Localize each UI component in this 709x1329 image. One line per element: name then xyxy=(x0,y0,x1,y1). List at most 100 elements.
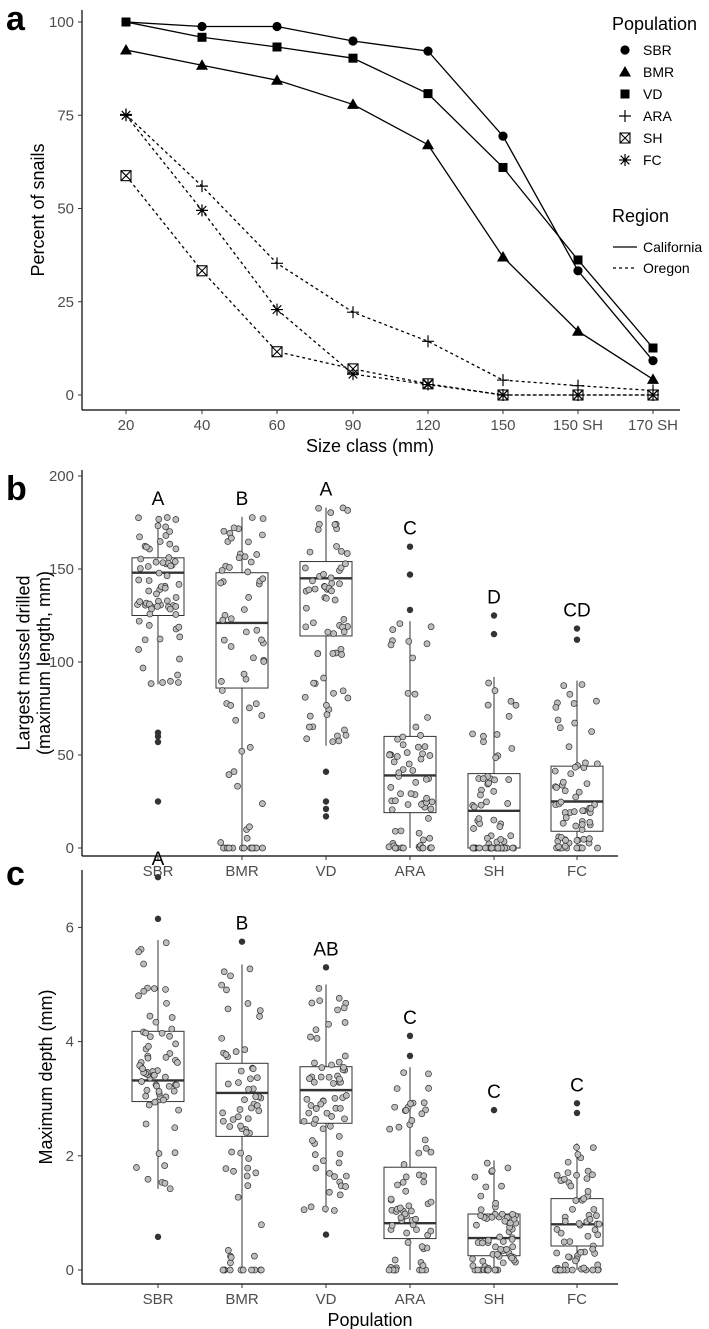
b-jitter-point xyxy=(565,743,573,751)
b-jitter-point xyxy=(217,579,225,587)
b-jitter-point xyxy=(227,615,235,623)
c-jitter-point xyxy=(427,1198,435,1206)
c-jitter-point xyxy=(239,1266,247,1274)
c-jitter-point xyxy=(224,1005,232,1013)
c-jitter-point xyxy=(404,1239,412,1246)
b-jitter-point xyxy=(407,790,415,797)
data-point-fc-glyph xyxy=(647,389,659,401)
data-point-ara-glyph xyxy=(422,335,434,348)
b-jitter-point xyxy=(336,580,343,588)
b-jitter-point xyxy=(253,626,261,634)
b-jitter-point xyxy=(423,794,430,802)
b-jitter-point xyxy=(306,548,314,556)
c-jitter-point xyxy=(589,1144,597,1152)
c-outlier-point xyxy=(154,873,162,881)
c-jitter-point xyxy=(509,1243,517,1251)
b-jitter-point xyxy=(561,842,569,850)
b-outlier-point xyxy=(322,798,330,805)
data-point-bmr xyxy=(497,250,509,262)
c-jitter-point xyxy=(326,1188,333,1196)
c-jitter-point xyxy=(312,1026,320,1034)
data-point-sh xyxy=(271,346,283,358)
c-jitter-point xyxy=(308,999,316,1007)
b-x-tick-label: ARA xyxy=(395,863,426,880)
c-jitter-point xyxy=(395,1123,403,1131)
c-y-tick-label: 2 xyxy=(66,1148,74,1165)
b-jitter-point xyxy=(412,723,420,731)
panel-a-letter: a xyxy=(6,0,26,38)
c-jitter-point xyxy=(161,1179,169,1187)
c-jitter-point xyxy=(228,1148,235,1156)
data-point-ara-glyph xyxy=(497,374,509,387)
c-jitter-point xyxy=(560,1238,568,1246)
c-jitter-point xyxy=(142,1029,150,1037)
b-jitter-point xyxy=(566,690,574,698)
a-x-tick-label: 120 xyxy=(415,417,440,434)
b-jitter-point xyxy=(427,623,435,631)
c-jitter-point xyxy=(335,1133,343,1140)
b-x-tick-label: VD xyxy=(316,863,337,880)
c-jitter-point xyxy=(340,1063,347,1071)
data-point-bmr xyxy=(647,373,659,384)
b-jitter-point xyxy=(227,643,235,650)
legend-label-bmr: BMR xyxy=(643,64,674,80)
a-x-tick-label: 170 SH xyxy=(628,417,678,434)
b-jitter-point xyxy=(161,584,169,592)
b-jitter-point xyxy=(562,836,569,844)
c-jitter-point xyxy=(172,1040,179,1048)
c-jitter-point xyxy=(229,1116,237,1123)
b-jitter-point xyxy=(594,760,601,768)
c-x-tick-label: FC xyxy=(567,1291,587,1308)
b-jitter-point xyxy=(397,790,404,798)
b-jitter-point xyxy=(302,564,309,572)
c-significance-letter: C xyxy=(487,1082,501,1103)
b-jitter-point xyxy=(551,767,559,775)
b-jitter-point xyxy=(310,679,317,687)
c-jitter-point xyxy=(566,1238,574,1245)
b-jitter-point xyxy=(570,700,578,707)
b-jitter-point xyxy=(156,635,164,643)
data-point-fc-glyph xyxy=(497,389,509,401)
b-jitter-point xyxy=(135,576,143,584)
b-jitter-point xyxy=(496,823,504,830)
c-jitter-point xyxy=(488,1213,496,1221)
b-jitter-point xyxy=(227,702,235,709)
c-box-bmr: B xyxy=(215,914,269,1274)
b-jitter-point xyxy=(225,771,233,778)
data-point-sbr xyxy=(423,46,433,56)
c-jitter-point xyxy=(168,1025,176,1033)
c-y-tick-label: 6 xyxy=(66,919,74,936)
c-jitter-point xyxy=(565,1253,572,1261)
c-jitter-point xyxy=(166,1032,173,1040)
data-point-vd-glyph xyxy=(498,162,508,172)
b-jitter-point xyxy=(309,577,316,585)
b-jitter-point xyxy=(323,711,331,719)
b-jitter-point xyxy=(504,800,512,807)
b-jitter-point xyxy=(314,526,322,533)
b-significance-letter: A xyxy=(152,489,165,510)
c-jitter-point xyxy=(427,1227,435,1235)
c-jitter-point xyxy=(574,1151,582,1158)
b-x-tick-label: SH xyxy=(484,863,505,880)
c-jitter-point xyxy=(386,1125,394,1133)
b-jitter-point xyxy=(485,779,492,787)
c-jitter-point xyxy=(399,1178,407,1186)
c-jitter-point xyxy=(557,1229,565,1237)
c-jitter-point xyxy=(144,1175,152,1183)
b-jitter-point xyxy=(492,754,500,761)
b-jitter-point xyxy=(393,753,401,760)
c-jitter-point xyxy=(572,1197,580,1204)
b-jitter-point xyxy=(344,694,352,702)
c-x-tick-label: VD xyxy=(316,1291,337,1308)
c-jitter-point xyxy=(307,1102,315,1109)
c-jitter-point xyxy=(227,972,234,980)
c-box-ara: C xyxy=(383,1008,437,1274)
b-outlier-point xyxy=(322,768,330,775)
b-jitter-point xyxy=(331,521,339,529)
c-jitter-point xyxy=(237,1067,245,1075)
b-jitter-point xyxy=(593,697,600,705)
data-point-fc xyxy=(497,389,509,401)
b-jitter-point xyxy=(415,829,423,837)
data-point-bmr-glyph xyxy=(347,98,359,109)
b-jitter-point xyxy=(218,687,226,694)
